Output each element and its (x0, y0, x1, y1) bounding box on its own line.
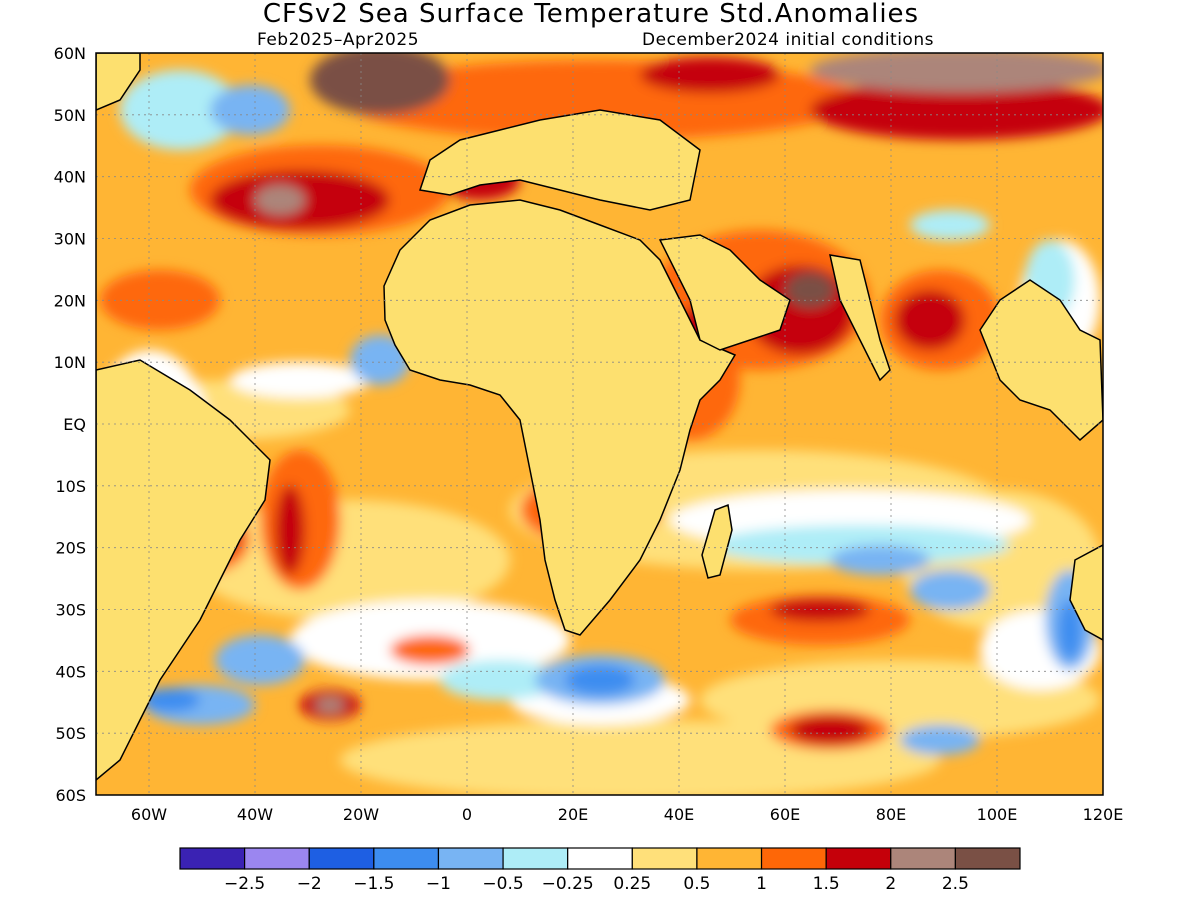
colorbar-tick-label: −2.5 (224, 874, 265, 894)
latitude-tick-label: 60N (54, 44, 86, 63)
colorbar-tick-label: 2 (885, 874, 896, 894)
latitude-tick-label: 20S (55, 539, 86, 558)
latitude-axis: 60N 50N 40N 30N 20N 10N EQ 10S 20S 30S 40S 50S 60S (54, 44, 86, 805)
longitude-tick-label: 20W (343, 805, 379, 824)
chart-title: CFSv2 Sea Surface Temperature Std.Anomal… (263, 0, 919, 29)
initial-conditions-label: December2024 initial conditions (642, 30, 934, 50)
colorbar-swatch (760, 847, 827, 870)
colorbar-swatch (954, 847, 1021, 870)
colorbar-swatch (567, 847, 633, 870)
colorbar-tick-label: −2 (297, 874, 322, 894)
colorbar-tick-label: 0.25 (613, 874, 651, 894)
latitude-tick-label: 40N (54, 168, 86, 187)
plot-frame (95, 52, 1104, 796)
colorbar-swatch (696, 847, 763, 870)
latitude-tick-label: 30S (55, 601, 86, 620)
latitude-tick-label: 50S (55, 724, 86, 743)
latitude-tick-label: 60S (55, 786, 86, 805)
colorbar-tick-label: −1.5 (353, 874, 394, 894)
india-landmass (829, 254, 891, 382)
colorbar-tick-label: 1 (756, 874, 767, 894)
latitude-tick-label: 30N (54, 230, 86, 249)
colorbar-swatch (437, 847, 504, 870)
colorbar-swatch (244, 847, 310, 870)
europe-landmass (419, 109, 701, 211)
colorbar-tick-label: 2.5 (942, 874, 969, 894)
longitude-tick-label: 100E (977, 805, 1018, 824)
latitude-tick-label: 50N (54, 106, 86, 125)
colorbar-tick-label: 1.5 (813, 874, 840, 894)
colorbar-swatch (825, 847, 892, 870)
colorbar-swatch (502, 847, 569, 870)
longitude-tick-label: 40E (664, 805, 694, 824)
colorbar-tick-label: 0.5 (683, 874, 710, 894)
land-areas (96, 53, 1103, 781)
madagascar-landmass (701, 503, 733, 579)
colorbar: −2.5 −2 −1.5 −1 −0.5 −0.25 0.25 0.5 1 1.5 2 2.5 (179, 847, 1021, 894)
latitude-tick-label: EQ (63, 415, 86, 434)
southeast-asia-landmass (979, 279, 1103, 442)
latitude-tick-label: 10S (55, 477, 86, 496)
colorbar-tick-label: −1 (426, 874, 451, 894)
longitude-tick-label: 80E (876, 805, 906, 824)
colorbar-swatch (179, 847, 246, 870)
longitude-tick-label: 40W (237, 805, 273, 824)
colorbar-swatch (308, 847, 375, 870)
longitude-tick-label: 60W (131, 805, 167, 824)
longitude-tick-label: 20E (558, 805, 588, 824)
colorbar-tick-label: −0.25 (542, 874, 594, 894)
grid-lines (96, 53, 1103, 795)
longitude-tick-label: 120E (1083, 805, 1124, 824)
latitude-tick-label: 40S (55, 662, 86, 681)
arabia-landmass (658, 234, 791, 351)
plot-area (96, 53, 1103, 795)
longitude-tick-label: 0 (462, 805, 472, 824)
latitude-tick-label: 20N (54, 291, 86, 310)
latitude-tick-label: 10N (54, 353, 86, 372)
colorbar-swatch (373, 847, 440, 870)
colorbar-swatch (631, 847, 698, 870)
longitude-axis: 60W 40W 20W 0 20E 40E 60E 80E 100E 120E (131, 805, 1123, 824)
south-america-landmass (96, 359, 271, 781)
valid-period-label: Feb2025–Apr2025 (257, 30, 419, 50)
longitude-tick-label: 60E (770, 805, 800, 824)
colorbar-tick-label: −0.5 (482, 874, 523, 894)
greenland-landmass (96, 53, 141, 111)
colorbar-swatch (890, 847, 956, 870)
